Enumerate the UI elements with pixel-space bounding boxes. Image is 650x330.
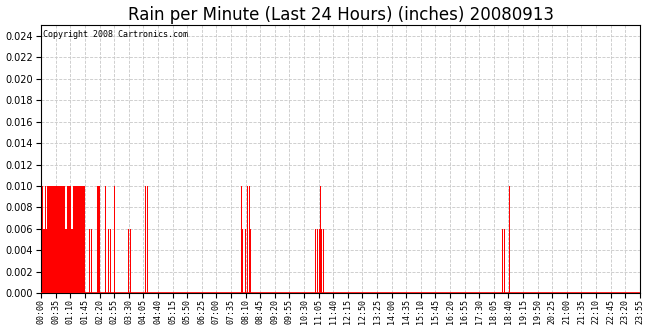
Title: Rain per Minute (Last 24 Hours) (inches) 20080913: Rain per Minute (Last 24 Hours) (inches)… [127,6,554,23]
Text: Copyright 2008 Cartronics.com: Copyright 2008 Cartronics.com [43,30,188,40]
